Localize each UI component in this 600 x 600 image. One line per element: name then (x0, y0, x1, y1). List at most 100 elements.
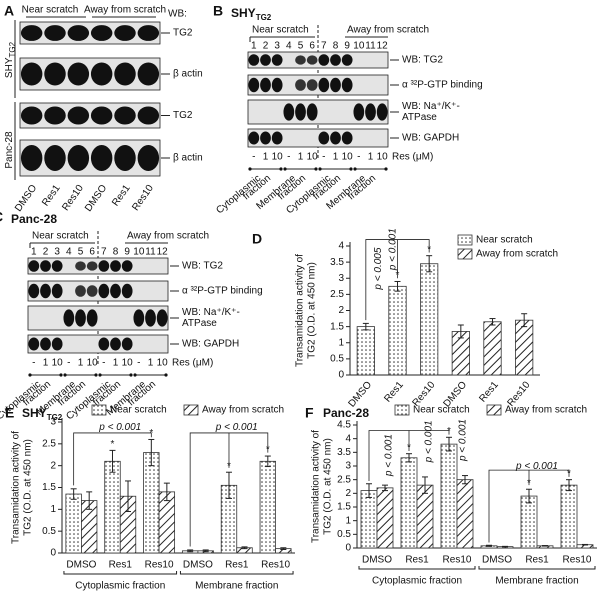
blot-band (353, 103, 365, 121)
blot-band (67, 145, 90, 171)
title-main: Panc-28 (323, 406, 369, 420)
label: Away from scratch (347, 25, 429, 36)
y-axis-label: Transamidation activity of (295, 254, 306, 367)
dot (59, 373, 63, 377)
error-bar (163, 482, 170, 502)
y-axis-label: Transamidation activity of (11, 431, 22, 544)
error-bar (125, 480, 132, 513)
y-tick-label: 3 (50, 417, 56, 428)
error-bar (502, 545, 508, 548)
blot-band (114, 145, 136, 171)
bar (456, 479, 474, 549)
title-main: SHY (4, 57, 15, 78)
dot (164, 373, 168, 377)
row-label: WB: GAPDH (402, 133, 459, 144)
lane-label: DMSO (83, 183, 109, 214)
dose: - (322, 152, 325, 163)
lane-number: 10 (353, 41, 365, 52)
lane-label: Res10 (60, 183, 86, 213)
blot-band (318, 54, 330, 66)
bar (259, 460, 276, 554)
title-main: SHY (22, 406, 47, 420)
blot-band (51, 337, 63, 351)
x-tick-label: Res10 (261, 560, 290, 571)
blot-band (341, 54, 353, 66)
legend-swatch (91, 404, 107, 416)
lane-number: 2 (43, 247, 49, 258)
label: Near scratch (32, 231, 89, 242)
dot (353, 167, 357, 171)
y-axis-label: TG2 (O.D. at 450 nm) (323, 438, 334, 535)
dose: - (287, 152, 290, 163)
x-tick-label: DMSO (183, 560, 213, 571)
blot-band (28, 283, 40, 299)
lane-label: DMSO (13, 183, 39, 214)
dot (63, 373, 67, 377)
dose: 10 (272, 152, 284, 163)
bar (515, 319, 534, 376)
blot-band (306, 103, 318, 121)
blot-band (330, 131, 341, 145)
blot-band (330, 77, 341, 93)
dot (129, 373, 133, 377)
blot-band (318, 131, 330, 145)
dose: 1 (298, 152, 304, 163)
x-tick-label: Res1 (382, 379, 406, 404)
bar (376, 487, 394, 549)
blot-band (51, 260, 63, 272)
annotation: p < 0.001 (98, 422, 141, 433)
label: Near scratch (22, 5, 79, 16)
blot-band (137, 145, 160, 171)
blot-band (40, 283, 51, 299)
blot-band (330, 54, 341, 66)
x-tick-label: Res10 (563, 555, 592, 566)
annotation: p < 0.005 (373, 247, 384, 290)
blot-band (90, 106, 113, 125)
y-tick-label: 0.5 (42, 526, 56, 537)
blot-band (20, 62, 43, 86)
lane-number: 1 (251, 41, 257, 52)
dose: 1 (113, 358, 119, 369)
error-bar (446, 436, 452, 452)
dot (283, 167, 287, 171)
x-tick-label: Res1 (525, 555, 549, 566)
lane-number: 7 (101, 247, 107, 258)
title-sub: TG2 (256, 13, 272, 22)
error-bar (521, 313, 528, 328)
blot-band (44, 25, 66, 41)
dose: 10 (342, 152, 354, 163)
error-bar (486, 544, 492, 547)
error-bar (542, 545, 548, 547)
legend-swatch (394, 404, 410, 416)
group-label: Cytoplasmic fraction (372, 576, 462, 587)
title-sub: TG2 (47, 413, 63, 422)
label: WB: (168, 9, 187, 20)
label: Near scratch (252, 25, 309, 36)
blot-band (75, 285, 86, 297)
annotation: p < 0.001 (215, 422, 258, 433)
lane-number: 11 (365, 41, 376, 52)
blot-band (306, 79, 318, 91)
blot-band (260, 131, 271, 145)
lane-number: 6 (89, 247, 95, 258)
title: Panc-28 (323, 406, 369, 420)
blot-band (90, 145, 113, 171)
error-bar (406, 453, 412, 463)
error-bar (109, 449, 116, 473)
blot-band (44, 62, 66, 86)
legend-label: Near scratch (476, 235, 533, 246)
lane-number: 8 (113, 247, 119, 258)
dot (384, 167, 388, 171)
blot-band (121, 337, 133, 351)
y-tick-label: 1 (345, 515, 351, 526)
error-bar (86, 491, 93, 510)
blot-band (137, 25, 160, 41)
title-main: Panc-28 (4, 131, 15, 169)
blot-band (295, 103, 306, 121)
blot-band (86, 285, 98, 297)
blot-band (98, 283, 110, 299)
dose: 1 (43, 358, 49, 369)
bar (356, 326, 375, 376)
error-bar (566, 479, 572, 492)
bar (483, 321, 502, 376)
